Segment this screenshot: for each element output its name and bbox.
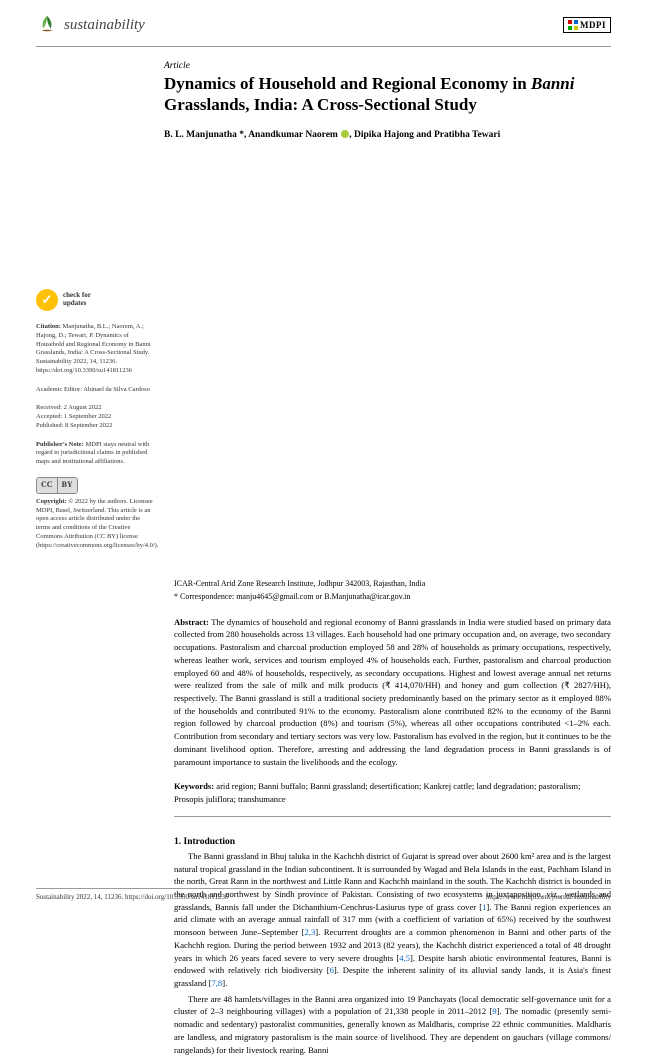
sidebar: ✓ check for updates Citation: Manjunatha… [36, 47, 164, 560]
keywords-text: arid region; Banni buffalo; Banni grassl… [174, 781, 581, 804]
journal-logo: sustainability [36, 14, 145, 36]
publisher-logo[interactable]: MDPI [563, 17, 611, 33]
copyright-text: © 2022 by the authors. Licensee MDPI, Ba… [36, 498, 158, 549]
title-post: Grasslands, India: A Cross-Sectional Stu… [164, 95, 477, 114]
citation-label: Citation: [36, 323, 63, 330]
dates-block: Received: 2 August 2022 Accepted: 1 Sept… [36, 404, 164, 430]
license-block: CC BY Copyright: © 2022 by the authors. … [36, 477, 164, 550]
keywords-label: Keywords: [174, 781, 216, 791]
article-type: Article [164, 61, 611, 71]
copyright-label: Copyright: [36, 498, 68, 505]
check-updates-text: check for updates [63, 292, 91, 307]
page-footer: Sustainability 2022, 14, 11236. https://… [36, 888, 611, 901]
cc-cc: CC [37, 478, 57, 493]
title-pre: Dynamics of Household and Regional Econo… [164, 74, 531, 93]
correspondence: * Correspondence: manju4645@gmail.com or… [174, 591, 611, 602]
section-1-heading: 1. Introduction [174, 837, 611, 847]
article-title: Dynamics of Household and Regional Econo… [164, 73, 611, 116]
leaf-icon [36, 14, 58, 36]
footer-left: Sustainability 2022, 14, 11236. https://… [36, 893, 228, 901]
affiliation-block: ICAR-Central Arid Zone Research Institut… [174, 578, 611, 601]
mdpi-icon [568, 20, 578, 30]
editor-label: Academic Editor: [36, 386, 83, 393]
check-updates-badge[interactable]: ✓ check for updates [36, 289, 164, 311]
cc-badge[interactable]: CC BY [36, 477, 78, 494]
affiliation: ICAR-Central Arid Zone Research Institut… [174, 578, 611, 589]
citation-text: Manjunatha, B.L.; Naorem, A.; Hajong, D.… [36, 323, 151, 374]
header-bar: sustainability MDPI [0, 0, 647, 42]
keywords: Keywords: arid region; Banni buffalo; Ba… [174, 780, 611, 805]
intro-paragraph-1: The Banni grassland in Bhuj taluka in th… [174, 850, 611, 990]
published-date: Published: 8 September 2022 [36, 422, 154, 431]
check-updates-icon: ✓ [36, 289, 58, 311]
abstract-text: The dynamics of household and regional e… [174, 617, 611, 767]
publisher-note: Publisher's Note: MDPI stays neutral wit… [36, 441, 164, 467]
check-updates-line2: updates [63, 300, 91, 308]
accepted-date: Accepted: 1 September 2022 [36, 413, 154, 422]
cc-by: BY [57, 478, 77, 493]
authors: B. L. Manjunatha *, Anandkumar Naorem , … [164, 130, 611, 140]
main-area: ✓ check for updates Citation: Manjunatha… [0, 47, 647, 560]
editor-text: Abinael da Silva Cardoso [83, 386, 150, 393]
editor-block: Academic Editor: Abinael da Silva Cardos… [36, 386, 164, 395]
intro-paragraph-2: There are 48 hamlets/villages in the Ban… [174, 993, 611, 1056]
abstract-label: Abstract: [174, 617, 211, 627]
publisher-logo-text: MDPI [580, 20, 606, 30]
received-date: Received: 2 August 2022 [36, 404, 154, 413]
abstract: Abstract: The dynamics of household and … [174, 616, 611, 769]
keywords-rule [174, 816, 611, 817]
title-italic: Banni [531, 74, 574, 93]
content-column: Article Dynamics of Household and Region… [164, 47, 611, 560]
journal-name: sustainability [64, 17, 145, 34]
pubnote-label: Publisher's Note: [36, 441, 85, 448]
authors-pre: B. L. Manjunatha *, Anandkumar Naorem [164, 130, 340, 140]
citation-block: Citation: Manjunatha, B.L.; Naorem, A.; … [36, 323, 164, 376]
authors-post: , Dipika Hajong and Pratibha Tewari [349, 130, 500, 140]
footer-right[interactable]: https://www.mdpi.com/journal/sustainabil… [486, 893, 611, 901]
